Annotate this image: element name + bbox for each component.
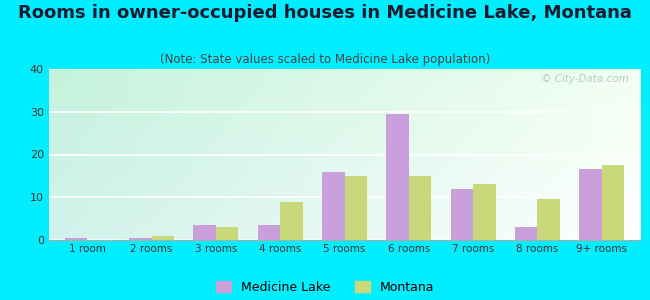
Bar [344, 176, 367, 240]
Bar [473, 184, 495, 240]
Text: (Note: State values scaled to Medicine Lake population): (Note: State values scaled to Medicine L… [160, 52, 490, 65]
Bar [322, 172, 344, 240]
Bar [216, 227, 239, 240]
Text: Rooms in owner-occupied houses in Medicine Lake, Montana: Rooms in owner-occupied houses in Medici… [18, 4, 632, 22]
Bar [450, 189, 473, 240]
Bar [538, 200, 560, 240]
Bar [151, 236, 174, 240]
Bar [602, 165, 624, 240]
Bar [515, 227, 538, 240]
Bar [280, 202, 303, 240]
Bar [194, 225, 216, 240]
Bar [579, 169, 602, 240]
Bar [386, 114, 409, 240]
Legend: Medicine Lake, Montana: Medicine Lake, Montana [216, 281, 434, 294]
Bar [409, 176, 432, 240]
Bar [257, 225, 280, 240]
Bar [129, 238, 151, 240]
Text: © City-Data.com: © City-Data.com [541, 74, 629, 84]
Bar [65, 238, 87, 240]
